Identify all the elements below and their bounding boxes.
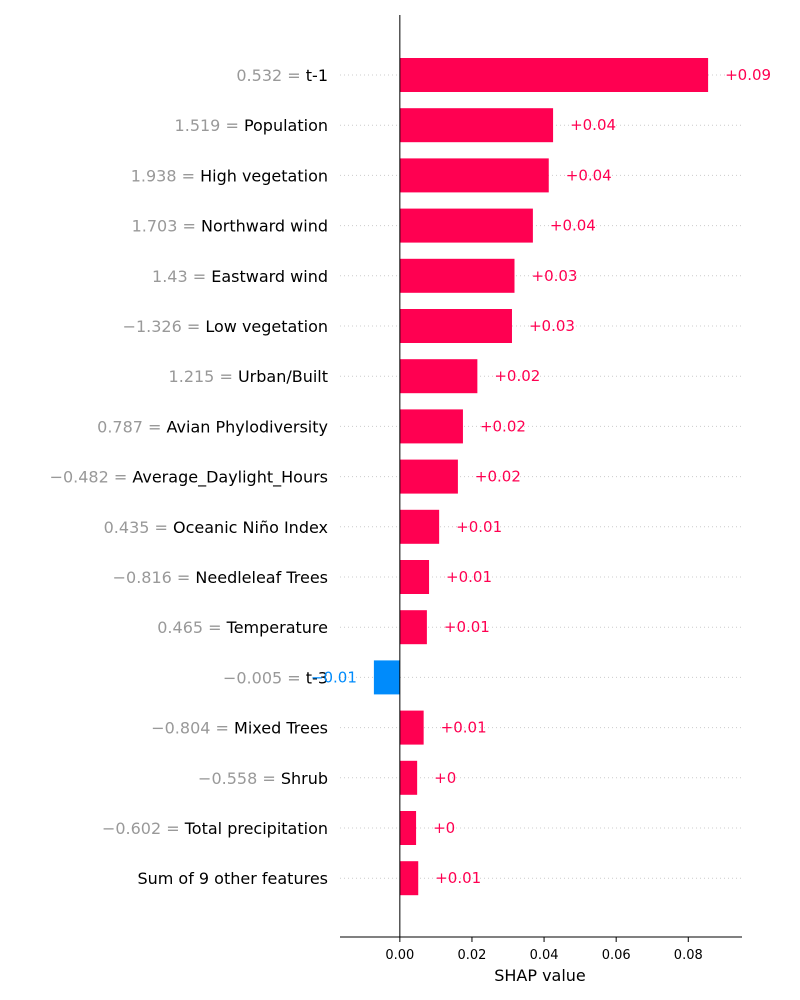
bar-average-daylight-hours — [399, 459, 458, 494]
feature-name: Urban/Built — [238, 367, 328, 386]
feature-name: Needleleaf Trees — [195, 568, 328, 587]
feature-label: 0.435 = Oceanic Niño Index — [104, 518, 328, 537]
bar-high-vegetation — [399, 158, 549, 193]
feature-value: 0.787 = — [97, 417, 166, 436]
feature-label: Sum of 9 other features — [137, 869, 328, 888]
feature-name: Avian Phylodiversity — [167, 417, 328, 436]
feature-label: −0.804 = Mixed Trees — [151, 719, 328, 738]
bar-sum-of-9-other-features — [399, 861, 419, 896]
feature-name: Mixed Trees — [234, 719, 328, 738]
feature-label: 0.532 = t-1 — [236, 66, 328, 85]
feature-labels-group: 0.532 = t-1 1.519 = Population 1.938 = Hig… — [50, 66, 328, 888]
bar-avian-phylodiversity — [399, 409, 463, 444]
value-label: +0.02 — [480, 417, 526, 435]
feature-value: −0.005 = — [223, 668, 306, 687]
value-label: +0.01 — [456, 518, 502, 536]
feature-name: Population — [244, 116, 328, 135]
value-label: +0.03 — [532, 267, 578, 285]
bar-t-1 — [399, 58, 709, 92]
feature-label: 0.465 = Temperature — [157, 618, 328, 637]
bar-needleleaf-trees — [399, 560, 430, 594]
feature-name: Northward wind — [201, 217, 328, 236]
feature-label: 0.787 = Avian Phylodiversity — [97, 417, 328, 436]
bar-population — [399, 108, 554, 143]
x-tick-label: 0.02 — [457, 948, 486, 963]
feature-label: −0.005 = t-3 — [223, 668, 328, 687]
feature-value: −0.816 = — [113, 568, 196, 587]
feature-label: −0.816 = Needleleaf Trees — [113, 568, 328, 587]
feature-name: Shrub — [281, 769, 328, 788]
x-axis-label: SHAP value — [494, 966, 586, 985]
feature-value: −0.804 = — [151, 719, 234, 738]
feature-name: Temperature — [226, 618, 328, 637]
feature-name: High vegetation — [200, 166, 328, 185]
x-tick-label: 0.00 — [385, 948, 414, 963]
x-tick-label: 0.04 — [530, 948, 559, 963]
value-label: +0.04 — [566, 166, 612, 184]
bar-temperature — [399, 610, 427, 645]
feature-value: 0.435 = — [104, 518, 173, 537]
feature-value: 1.519 = — [175, 116, 244, 135]
value-label: +0.03 — [529, 317, 575, 335]
bar-t-3 — [373, 660, 400, 695]
feature-label: 1.215 = Urban/Built — [169, 367, 328, 386]
bar-low-vegetation — [399, 309, 512, 343]
bar-mixed-trees — [399, 710, 424, 745]
value-label: +0.02 — [494, 367, 540, 385]
feature-label: −1.326 = Low vegetation — [123, 317, 328, 336]
x-axis: 0.00 0.02 0.04 0.06 0.08 — [340, 936, 742, 963]
feature-label: −0.558 = Shrub — [198, 769, 328, 788]
feature-name: Sum of 9 other features — [137, 869, 328, 888]
feature-label: 1.938 = High vegetation — [131, 166, 328, 185]
feature-value: 1.215 = — [169, 367, 238, 386]
value-label: +0.01 — [441, 719, 487, 737]
value-label: +0.01 — [435, 869, 481, 887]
bar-northward-wind — [399, 208, 533, 243]
value-label: +0 — [433, 819, 455, 837]
feature-name: Low vegetation — [205, 317, 328, 336]
feature-value: 0.532 = — [236, 66, 305, 85]
value-label: +0.01 — [446, 568, 492, 586]
feature-value: 1.703 = — [132, 217, 201, 236]
feature-label: −0.602 = Total precipitation — [102, 819, 328, 838]
feature-name: Eastward wind — [211, 267, 328, 286]
feature-name: Oceanic Niño Index — [173, 518, 328, 537]
value-label: +0.04 — [550, 217, 596, 235]
x-tick-label: 0.08 — [674, 948, 703, 963]
feature-value: −0.558 = — [198, 769, 281, 788]
feature-label: −0.482 = Average_Daylight_Hours — [50, 468, 328, 488]
value-labels-group: +0.09 +0.04 +0.04 +0.04 +0.03 +0.03 +0.02 +0.02… — [311, 66, 771, 887]
bar-eastward-wind — [399, 258, 515, 293]
feature-name: t-3 — [306, 668, 328, 687]
bar-shrub — [399, 760, 418, 795]
x-tick-label: 0.06 — [602, 948, 631, 963]
value-label: +0.02 — [475, 468, 521, 486]
value-label: −0.01 — [311, 668, 357, 686]
feature-name: Average_Daylight_Hours — [132, 468, 328, 488]
feature-value: 0.465 = — [157, 618, 226, 637]
value-label: +0.01 — [444, 618, 490, 636]
bar-total-precipitation — [399, 811, 417, 845]
bar-oceanic-ni-o-index — [399, 509, 440, 544]
feature-value: −0.482 = — [50, 468, 133, 487]
value-label: +0 — [434, 769, 456, 787]
feature-value: −0.602 = — [102, 819, 185, 838]
feature-value: 1.43 = — [152, 267, 211, 286]
feature-value: −1.326 = — [123, 317, 206, 336]
feature-name: Total precipitation — [184, 819, 328, 838]
bar-urban-built — [399, 359, 478, 394]
feature-label: 1.703 = Northward wind — [132, 217, 328, 236]
value-label: +0.04 — [570, 116, 616, 134]
feature-name: t-1 — [306, 66, 328, 85]
bars-group — [373, 58, 709, 896]
feature-label: 1.43 = Eastward wind — [152, 267, 328, 286]
feature-label: 1.519 = Population — [175, 116, 328, 135]
feature-value: 1.938 = — [131, 166, 200, 185]
value-label: +0.09 — [725, 66, 771, 84]
